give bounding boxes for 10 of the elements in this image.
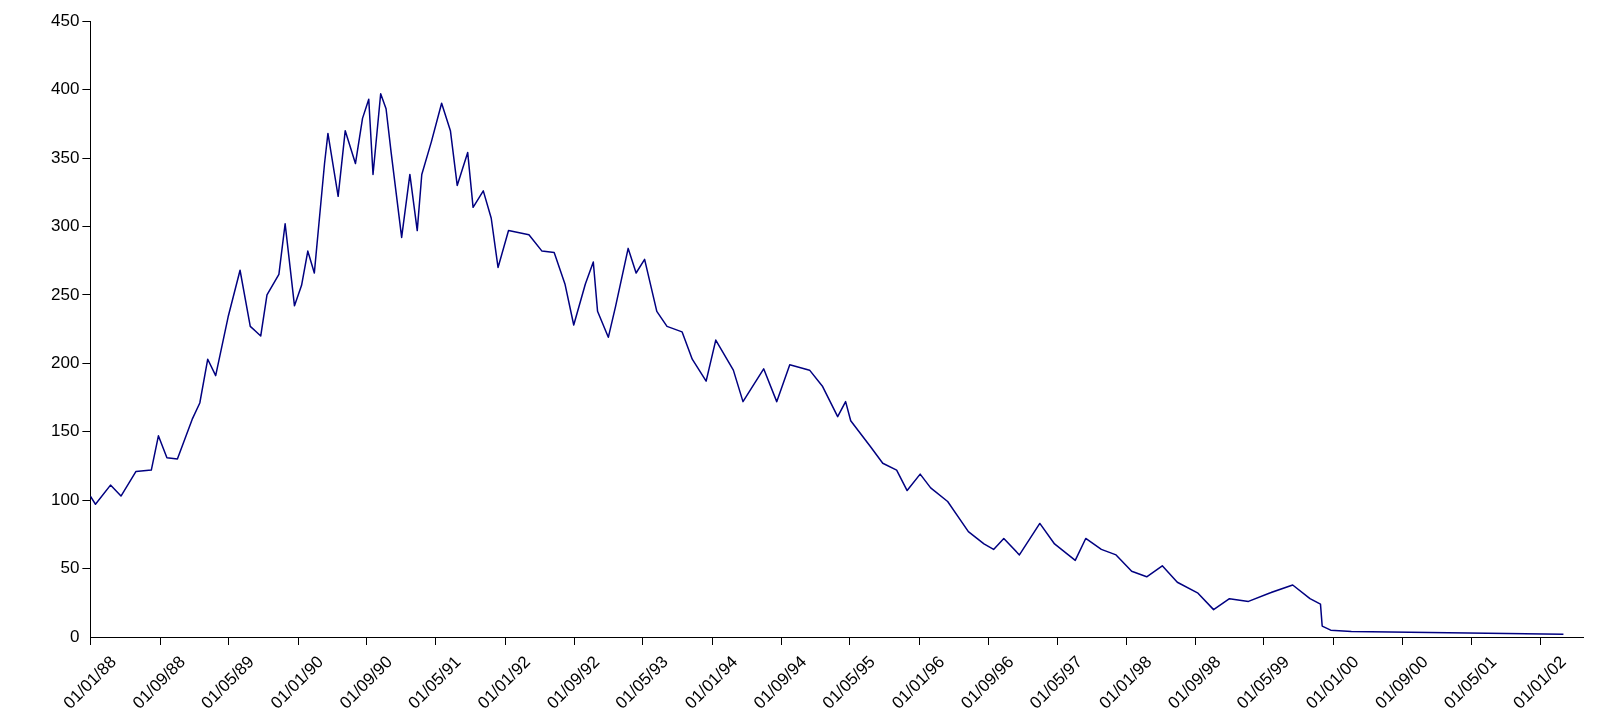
y-tick-label: 250 (50, 284, 80, 304)
y-tick-label: 50 (60, 558, 80, 578)
y-tick-label: 0 (69, 626, 80, 646)
y-tick-label: 200 (50, 353, 80, 372)
y-tick-label: 400 (50, 79, 80, 99)
y-tick-label: 350 (50, 147, 80, 167)
y-tick-label: 100 (50, 489, 80, 509)
y-tick-label: 300 (50, 216, 80, 236)
y-tick-label: 450 (50, 10, 80, 30)
y-tick-label: 150 (50, 421, 80, 441)
